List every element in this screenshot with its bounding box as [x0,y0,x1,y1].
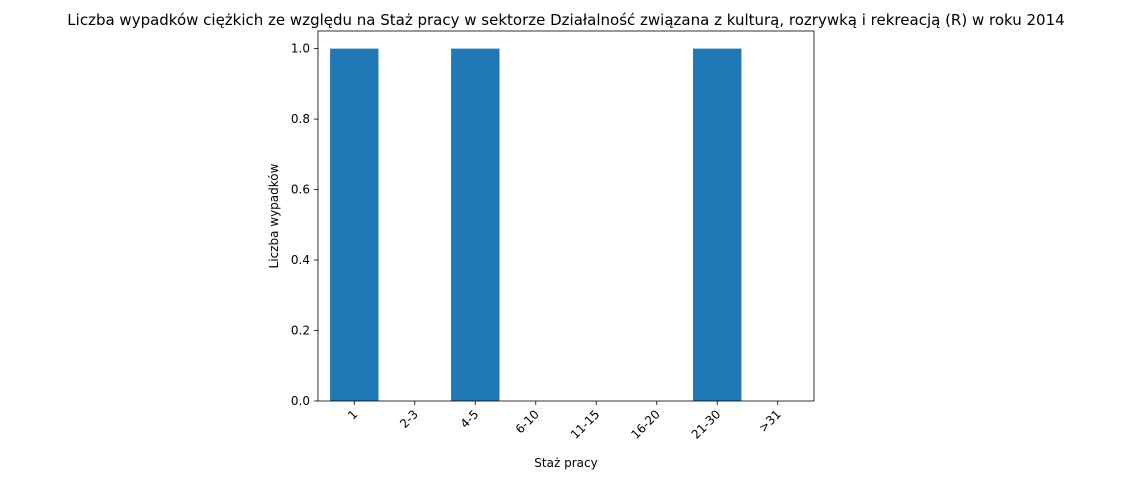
x-tick-label: 16-20 [628,407,663,442]
y-tick-label: 0.0 [291,394,310,408]
x-axis-label: Staż pracy [534,456,597,470]
bars-group [330,48,742,401]
x-tick-label: 11-15 [568,407,603,442]
x-tick-label: 4-5 [458,407,482,431]
bar-21-30 [693,48,742,401]
y-tick-label: 0.2 [291,324,310,338]
x-tick-label: 2-3 [397,407,421,431]
y-tick-label: 0.6 [291,183,310,197]
x-tick-label: 6-10 [513,407,542,436]
x-tick-label: 21-30 [689,407,724,442]
plot-frame [317,30,815,402]
y-tick-label: 0.8 [291,112,310,126]
chart-title: Liczba wypadków ciężkich ze względu na S… [67,11,1064,29]
y-axis: 0.0 0.2 0.4 0.6 0.8 1.0 [291,42,318,408]
x-tick-label: 1 [345,407,360,422]
bar-4-5 [451,48,500,401]
bar-1 [330,48,379,401]
y-tick-label: 0.4 [291,253,310,267]
x-axis: 1 2-3 4-5 6-10 11-15 16-20 21-30 >31 [345,401,784,442]
y-axis-label: Liczba wypadków [267,163,281,268]
y-tick-label: 1.0 [291,42,310,56]
x-tick-label: >31 [756,407,784,435]
